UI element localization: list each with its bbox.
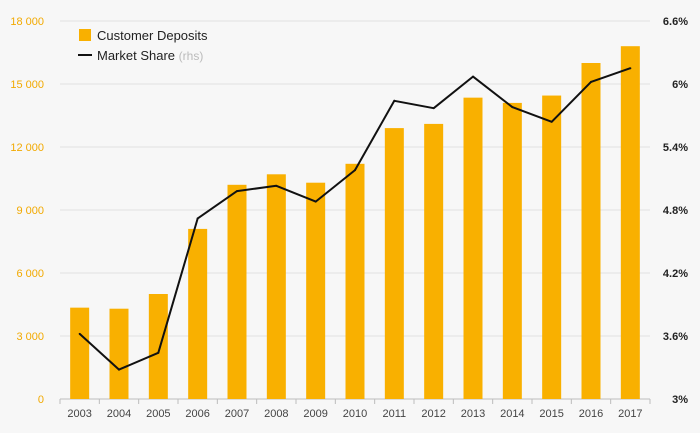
x-tick-label: 2013	[461, 408, 485, 420]
bar	[424, 123, 444, 400]
left-tick-label: 9 000	[16, 205, 44, 217]
left-tick-label: 0	[38, 394, 44, 406]
x-tick-label: 2006	[185, 408, 209, 420]
bar	[345, 163, 365, 399]
bar	[463, 97, 483, 400]
x-tick-label: 2011	[383, 408, 407, 420]
line-point	[236, 190, 238, 193]
x-tick-label: 2005	[146, 408, 170, 420]
bar	[581, 63, 601, 399]
line-point	[157, 351, 160, 354]
legend-label-market-share-suffix: (rhs)	[179, 49, 204, 63]
bar	[188, 228, 208, 399]
line-point	[629, 67, 632, 70]
legend: Customer Deposits Market Share (rhs)	[78, 28, 208, 63]
left-tick-label: 3 000	[16, 331, 44, 343]
bar	[266, 174, 286, 399]
line-point	[472, 75, 474, 78]
x-tick-label: 2016	[579, 408, 603, 420]
bar	[620, 46, 640, 399]
right-tick-label: 3%	[672, 394, 688, 406]
bar	[227, 184, 247, 399]
left-y-axis: 0 3 000 6 000 9 000 12 000 15 000 18 000	[10, 16, 44, 406]
legend-swatch-customer-deposits	[79, 29, 91, 41]
line-point	[118, 368, 120, 371]
line-point	[275, 184, 278, 187]
x-tick-label: 2010	[343, 408, 367, 420]
line-point	[393, 99, 396, 102]
legend-label-customer-deposits: Customer Deposits	[97, 28, 208, 43]
right-tick-label: 5.4%	[663, 142, 688, 154]
left-tick-label: 12 000	[10, 142, 44, 154]
line-point	[78, 332, 81, 335]
line-point	[550, 120, 553, 123]
x-tick-label: 2003	[67, 408, 91, 420]
bar	[384, 128, 404, 399]
bar	[109, 308, 129, 399]
line-point	[314, 200, 317, 203]
x-tick-label: 2015	[539, 408, 563, 420]
right-tick-label: 4.8%	[663, 205, 688, 217]
right-tick-label: 6.6%	[663, 16, 688, 28]
right-tick-label: 4.2%	[663, 268, 688, 280]
x-tick-label: 2008	[264, 408, 288, 420]
line-series-market-share	[78, 67, 632, 371]
bar	[306, 182, 326, 399]
line-point	[432, 107, 435, 110]
x-tick-label: 2007	[225, 408, 249, 420]
x-tick-label: 2014	[500, 408, 524, 420]
bar	[70, 307, 90, 399]
left-tick-label: 18 000	[10, 16, 44, 28]
x-axis: 2003 2004 2005 2006 2007 2008 2009 2010 2011 2012…	[59, 399, 651, 420]
right-tick-label: 3.6%	[663, 331, 688, 343]
legend-label-market-share-name: Market Share	[97, 48, 179, 63]
legend-label-market-share: Market Share (rhs)	[97, 48, 203, 63]
left-tick-label: 15 000	[10, 79, 44, 91]
line-point	[196, 217, 199, 220]
right-y-axis: 3% 3.6% 4.2% 4.8% 5.4% 6% 6.6%	[663, 16, 688, 406]
line-point	[511, 106, 514, 109]
line-point	[590, 80, 592, 83]
left-tick-label: 6 000	[16, 268, 44, 280]
x-tick-label: 2012	[421, 408, 445, 420]
right-tick-label: 6%	[672, 79, 688, 91]
x-tick-label: 2009	[303, 408, 327, 420]
x-tick-label: 2004	[107, 408, 131, 420]
bar-series-customer-deposits	[70, 46, 640, 400]
bar	[502, 102, 522, 400]
x-tick-label: 2017	[618, 408, 642, 420]
bar	[148, 294, 168, 399]
line-point	[354, 169, 356, 172]
bar	[542, 95, 562, 400]
